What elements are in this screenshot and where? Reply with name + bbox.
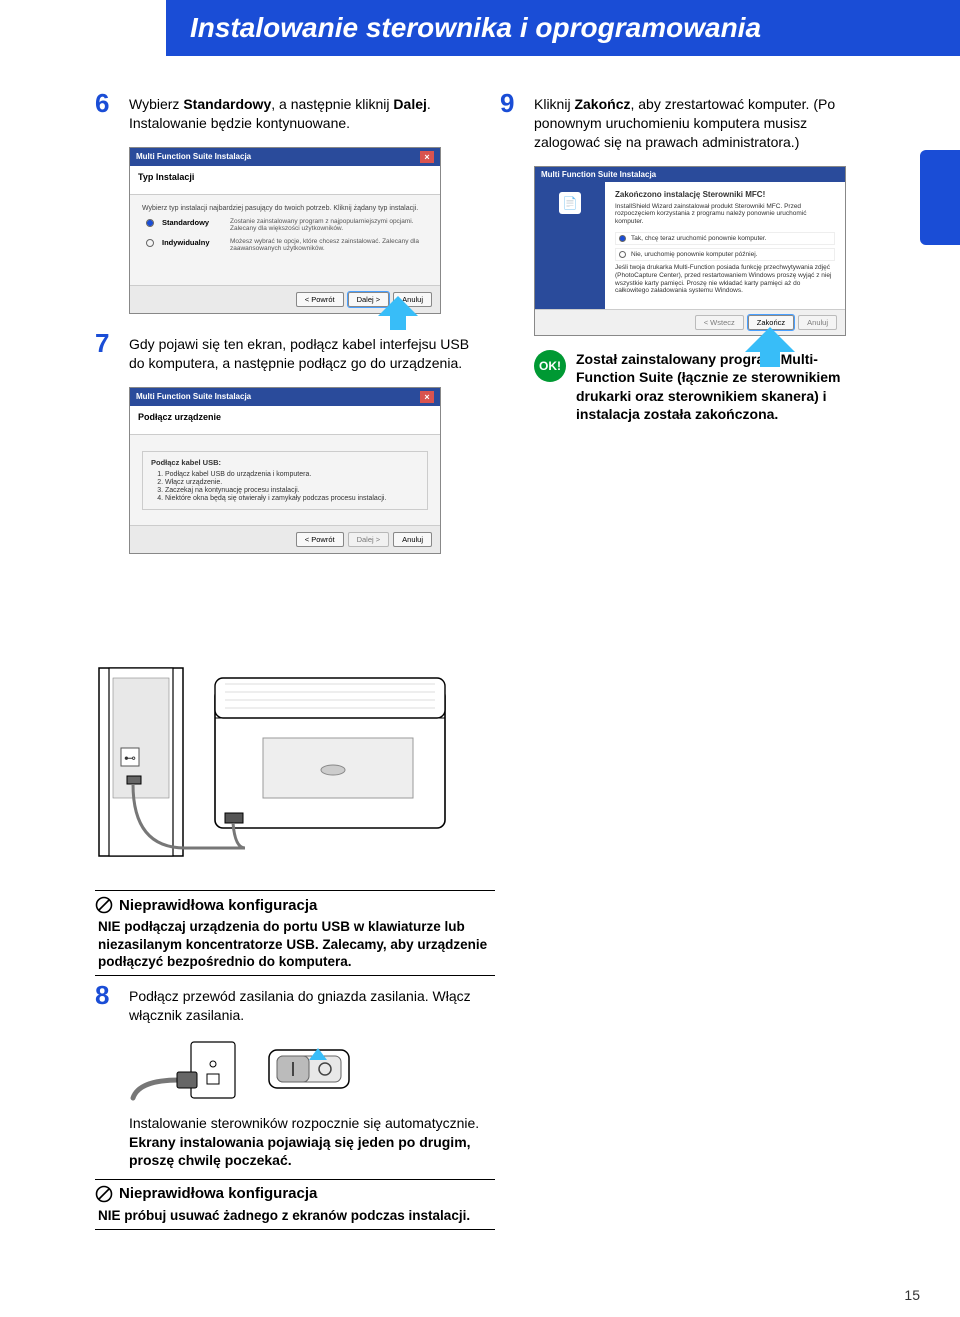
prohibit-icon (95, 896, 113, 914)
page-title: Instalowanie sterownika i oprogramowania (190, 12, 761, 44)
success-text: Został zainstalowany program Multi-Funct… (576, 350, 875, 423)
warning-text: NIE próbuj usuwać żadnego z ekranów podc… (98, 1207, 495, 1225)
next-button: Dalej > (348, 532, 390, 547)
warning-title: Nieprawidłowa konfiguracja (119, 897, 317, 914)
finish-para2: Jeśli twoja drukarka Multi-Function posi… (615, 264, 835, 295)
list-item: Podłącz kabel USB do urządzenia i komput… (165, 471, 419, 478)
warning-text: NIE podłączaj urządzenia do portu USB w … (98, 918, 495, 971)
wizard-finish: Multi Function Suite Instalacja 📄 Zakońc… (534, 166, 846, 337)
usb-steps-list: Podłącz kabel USB do urządzenia i komput… (165, 471, 419, 502)
header-bar: Instalowanie sterownika i oprogramowania (166, 0, 960, 56)
option-custom[interactable]: Indywidualny Możesz wybrać te opcje, któ… (146, 238, 424, 252)
wizard-intro: Wybierz typ instalacji najbardziej pasuj… (142, 205, 428, 212)
step-text: Wybierz Standardowy, a następnie kliknij… (129, 90, 470, 133)
wizard-subheader: Typ Instalacji (130, 166, 440, 195)
side-tab (920, 150, 960, 245)
wizard-body: Podłącz kabel USB: Podłącz kabel USB do … (130, 435, 440, 525)
option-label: Tak, chcę teraz uruchomić ponownie kompu… (631, 235, 766, 242)
page-number: 15 (904, 1287, 920, 1303)
step-8: 8 Podłącz przewód zasilania do gniazda z… (95, 982, 495, 1025)
step-text: Kliknij Zakończ, aby zrestartować komput… (534, 90, 875, 152)
usb-instructions: Podłącz kabel USB: Podłącz kabel USB do … (142, 451, 428, 510)
wizard-titlebar: Multi Function Suite Instalacja (535, 167, 845, 182)
wizard-content: Zakończono instalację Sterowniki MFC! In… (605, 182, 845, 310)
back-button[interactable]: < Powrót (296, 532, 344, 547)
svg-text:⊷: ⊷ (124, 751, 136, 765)
step-text: Gdy pojawi się ten ekran, podłącz kabel … (129, 330, 470, 373)
warning-title: Nieprawidłowa konfiguracja (119, 1185, 317, 1202)
option-label: Standardowy (162, 218, 222, 227)
wizard-body: 📄 Zakończono instalację Sterowniki MFC! … (535, 182, 845, 310)
wizard-subheader: Podłącz urządzenie (130, 406, 440, 435)
divider (95, 975, 495, 976)
ok-icon: OK! (534, 350, 566, 382)
power-switch-icon (267, 1048, 351, 1092)
success-block: OK! Został zainstalowany program Multi-F… (534, 350, 875, 423)
usb-block-title: Podłącz kabel USB: (151, 458, 419, 467)
step-text: Podłącz przewód zasilania do gniazda zas… (129, 982, 495, 1025)
divider (95, 1179, 495, 1180)
back-button[interactable]: < Powrót (296, 292, 344, 307)
back-button: < Wstecz (695, 315, 744, 330)
wizard-title-text: Multi Function Suite Instalacja (541, 170, 656, 179)
option-standard[interactable]: Standardowy Zostanie zainstalowany progr… (146, 218, 424, 232)
wizard-title-text: Multi Function Suite Instalacja (136, 152, 251, 161)
wizard-connect-device: Multi Function Suite Instalacja × Podłąc… (129, 387, 441, 554)
highlight-arrow-icon (378, 296, 418, 330)
list-item: Zaczekaj na kontynuację procesu instalac… (165, 487, 419, 494)
step-number: 9 (500, 90, 528, 152)
content-columns: 6 Wybierz Standardowy, a następnie klikn… (95, 90, 875, 570)
warning-heading: Nieprawidłowa konfiguracja (95, 1185, 495, 1203)
installer-icon: 📄 (559, 192, 581, 214)
divider (95, 890, 495, 891)
wizard-body: Wybierz typ instalacji najbardziej pasuj… (130, 195, 440, 285)
option-desc: Możesz wybrać te opcje, które chcesz zai… (230, 238, 424, 252)
option-desc: Zostanie zainstalowany program z najpopu… (230, 218, 424, 232)
list-item: Włącz urządzenie. (165, 479, 419, 486)
right-column: 9 Kliknij Zakończ, aby zrestartować komp… (500, 90, 875, 570)
wizard-buttons: < Powrót Dalej > Anuluj (130, 525, 440, 553)
wizard-subtitle: Typ Instalacji (138, 172, 432, 182)
radio-icon (619, 251, 626, 258)
finish-heading: Zakończono instalację Sterowniki MFC! (615, 190, 835, 199)
highlight-arrow-icon (745, 327, 795, 367)
power-illustration (129, 1038, 495, 1102)
option-label: Nie, uruchomię ponownie komputer później… (631, 251, 757, 258)
step-6: 6 Wybierz Standardowy, a następnie klikn… (95, 90, 470, 133)
close-icon[interactable]: × (420, 151, 434, 163)
divider (95, 1229, 495, 1230)
option-label: Indywidualny (162, 238, 222, 247)
step-7: 7 Gdy pojawi się ten ekran, podłącz kabe… (95, 330, 470, 373)
step-number: 7 (95, 330, 123, 373)
wizard-title-text: Multi Function Suite Instalacja (136, 392, 251, 401)
printer-pc-illustration: ⊷ (95, 648, 495, 876)
step-9: 9 Kliknij Zakończ, aby zrestartować komp… (500, 90, 875, 152)
warning-heading: Nieprawidłowa konfiguracja (95, 896, 495, 914)
wizard-subtitle: Podłącz urządzenie (138, 412, 432, 422)
wizard-titlebar: Multi Function Suite Instalacja × (130, 148, 440, 166)
close-icon[interactable]: × (420, 391, 434, 403)
restart-later-option[interactable]: Nie, uruchomię ponownie komputer później… (615, 248, 835, 261)
finish-para: InstallShield Wizard zainstalował produk… (615, 203, 835, 226)
wizard-sidebar: 📄 (535, 182, 605, 310)
cancel-button: Anuluj (798, 315, 837, 330)
power-plug-icon (129, 1038, 239, 1102)
step-number: 8 (95, 982, 123, 1025)
wizard-buttons: < Wstecz Zakończ Anuluj (535, 309, 845, 335)
step-number: 6 (95, 90, 123, 133)
cancel-button[interactable]: Anuluj (393, 532, 432, 547)
autostart-text: Instalowanie sterowników rozpocznie się … (129, 1114, 495, 1169)
lower-left-blocks: Nieprawidłowa konfiguracja NIE podłączaj… (95, 886, 495, 1234)
list-item: Niektóre okna będą się otwierały i zamyk… (165, 495, 419, 502)
radio-icon (619, 235, 626, 242)
restart-now-option[interactable]: Tak, chcę teraz uruchomić ponownie kompu… (615, 232, 835, 245)
radio-icon (146, 239, 154, 247)
wizard-install-type: Multi Function Suite Instalacja × Typ In… (129, 147, 441, 314)
radio-icon (146, 219, 154, 227)
wizard-titlebar: Multi Function Suite Instalacja × (130, 388, 440, 406)
prohibit-icon (95, 1185, 113, 1203)
